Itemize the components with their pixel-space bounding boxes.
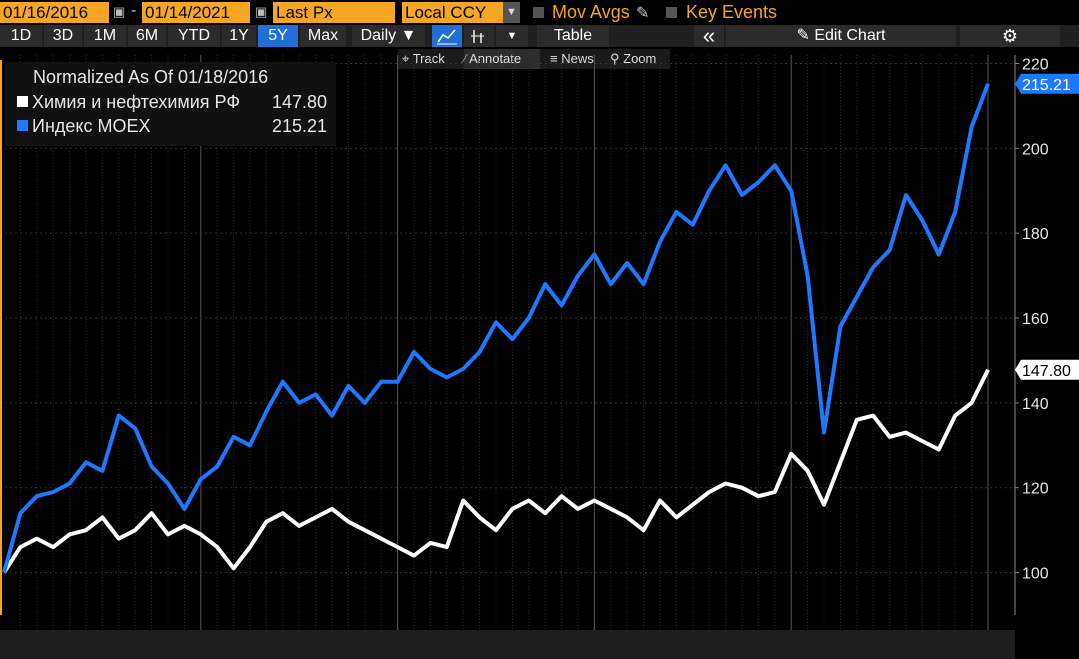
chart-legend: Normalized As Of 01/18/2016 Химия и нефт…	[5, 62, 336, 146]
legend-label: Индекс MOEX	[32, 116, 151, 136]
period-button-1m[interactable]: 1M	[84, 25, 126, 47]
tag-value: 147.80	[1022, 363, 1071, 380]
news-icon: ≡	[550, 51, 562, 66]
legend-swatch	[17, 119, 28, 131]
pencil-icon[interactable]: ✎	[636, 5, 650, 22]
end-date-field[interactable]: 01/14/2021	[142, 2, 250, 23]
crosshair-icon: ⌖	[402, 51, 413, 66]
legend-entry-chem[interactable]: Химия и нефтехимия РФ 147.80	[17, 92, 327, 113]
period-button-5y[interactable]: 5Y	[258, 25, 298, 47]
currency-selector[interactable]: Local CCY	[402, 2, 503, 23]
key-events-label: Key Events	[686, 2, 778, 22]
edit-chart-button[interactable]: ✎ Edit Chart	[726, 25, 956, 47]
chart-title: Normalized As Of 01/18/2016	[33, 67, 269, 87]
field-selector[interactable]: Last Px	[273, 2, 395, 23]
magnifier-icon: ⚲	[610, 51, 624, 66]
mov-avgs-checkbox[interactable]	[533, 7, 544, 18]
period-bar: Daily ▼ ▼ Table « ✎ Edit Chart ⚙ 1D 3D 1M 6…	[0, 25, 1079, 47]
y-tick-label: 120	[1022, 481, 1049, 498]
zoom-tool[interactable]: ⚲ Zoom	[610, 51, 657, 66]
chevron-down-icon[interactable]: ▼	[503, 2, 520, 23]
legend-label: Химия и нефтехимия РФ	[32, 92, 241, 112]
period-button-6m[interactable]: 6M	[128, 25, 166, 47]
date-range-separator: -	[131, 2, 137, 19]
series-line-0	[2, 368, 990, 574]
start-date-field[interactable]: 01/16/2016	[0, 2, 109, 23]
period-button-3d[interactable]: 3D	[44, 25, 82, 47]
annotation-tool-icon[interactable]	[464, 25, 494, 47]
frequency-dropdown[interactable]: Daily ▼	[352, 25, 425, 47]
period-button-1d[interactable]: 1D	[0, 25, 42, 47]
period-button-1y[interactable]: 1Y	[222, 25, 256, 47]
calendar-icon[interactable]: ▣	[113, 4, 126, 19]
annotate-tool[interactable]: ∕ Annotate	[464, 49, 540, 69]
y-tick-label: 140	[1022, 396, 1049, 413]
period-button-ytd[interactable]: YTD	[168, 25, 220, 47]
edit-chart-label: Edit Chart	[814, 27, 886, 44]
y-tick-label: 200	[1022, 141, 1049, 158]
period-button-max[interactable]: Max	[300, 25, 346, 47]
y-tick-label: 220	[1022, 56, 1049, 73]
key-events-checkbox[interactable]	[666, 7, 677, 18]
tag-value: 215.21	[1022, 77, 1071, 94]
mov-avgs-label: Mov Avgs	[552, 2, 630, 22]
collapse-icon[interactable]: «	[694, 25, 724, 47]
y-tick-label: 180	[1022, 226, 1049, 243]
legend-entry-moex[interactable]: Индекс MOEX 215.21	[17, 116, 327, 137]
legend-value: 215.21	[271, 116, 327, 136]
legend-value: 147.80	[271, 92, 327, 112]
tag-background	[1015, 359, 1079, 380]
calendar-icon[interactable]: ▣	[255, 4, 268, 19]
pencil-icon: ✎	[796, 27, 815, 44]
legend-swatch	[17, 95, 28, 107]
pencil-icon: ∕	[464, 51, 470, 66]
last-value-tag-1: 215.21	[1015, 73, 1079, 94]
chart-tools-bar: ⌖ Track ∕ Annotate ≡ News ⚲ Zoom	[398, 49, 670, 69]
chevron-down-icon[interactable]: ▼	[496, 25, 528, 47]
series-line-1	[2, 83, 990, 574]
y-tick-label: 160	[1022, 311, 1049, 328]
track-tool[interactable]: ⌖ Track	[402, 51, 445, 66]
gear-icon[interactable]: ⚙	[960, 25, 1060, 47]
last-value-tag-0: 147.80	[1015, 359, 1079, 380]
table-button[interactable]: Table	[537, 25, 609, 47]
top-controls-bar: 01/16/2016 ▣ - 01/14/2021 ▣ Last Px Loca…	[0, 0, 1079, 25]
news-tool[interactable]: ≡ News	[550, 51, 594, 66]
y-tick-label: 100	[1022, 566, 1049, 583]
x-axis-bar	[0, 630, 1015, 659]
tag-background	[1015, 73, 1079, 94]
line-chart-icon[interactable]	[432, 25, 462, 47]
